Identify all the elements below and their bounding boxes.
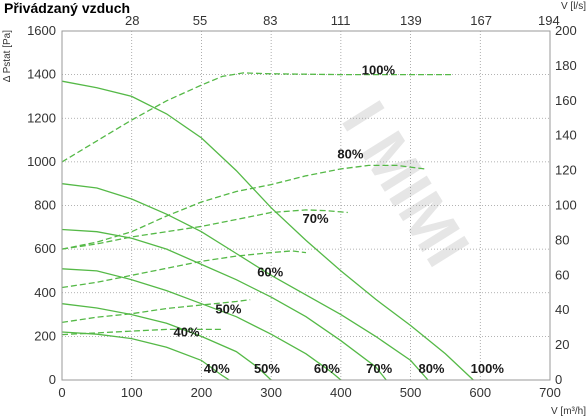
speed-label-upper: 40% xyxy=(174,324,200,339)
y-tick-label: 0 xyxy=(49,372,56,387)
x-tick-label: 600 xyxy=(469,385,491,400)
y-tick-label: 400 xyxy=(34,285,56,300)
x-tick-label: 500 xyxy=(400,385,422,400)
x-tick-label: 400 xyxy=(330,385,352,400)
y2-tick-label: 0 xyxy=(555,372,562,387)
y-tick-label: 1400 xyxy=(27,67,56,82)
x2-tick-label: 111 xyxy=(331,13,351,28)
airflow-curve-40pct xyxy=(61,328,223,336)
y-tick-label: 600 xyxy=(34,241,56,256)
airflow-curve-70pct xyxy=(61,209,348,250)
x-tick-label: 300 xyxy=(260,385,282,400)
x2-tick-label: 139 xyxy=(400,13,422,28)
x2-axis-label: V [l/s] xyxy=(561,1,586,12)
y2-tick-label: 140 xyxy=(555,128,577,143)
y-tick-label: 200 xyxy=(34,328,56,343)
y2-tick-label: 120 xyxy=(555,163,577,178)
pressure-curve-100pct xyxy=(61,80,474,381)
y2-tick-label: 180 xyxy=(555,58,577,73)
x-tick-label: 0 xyxy=(58,385,65,400)
y2-tick-label: 100 xyxy=(555,198,577,213)
curve-labels: 100% 80% 70% 60% 50% 40% 40% 50% 60% 70% 80% 100% xyxy=(174,63,505,376)
airflow-curve-80pct xyxy=(61,164,425,250)
y2-tick-label: 80 xyxy=(555,232,569,247)
y-tick-label: 1600 xyxy=(27,23,56,38)
x2-tick-label: 55 xyxy=(193,13,207,28)
plot-frame xyxy=(61,30,551,381)
speed-label-bottom: 60% xyxy=(314,361,340,376)
curves xyxy=(61,72,474,381)
y2-tick-label: 60 xyxy=(555,267,569,282)
watermark-text: I MIMI xyxy=(328,89,483,278)
airflow-curve-100pct xyxy=(61,72,453,163)
pressure-curve-60pct xyxy=(61,268,342,381)
x2-tick-label: 167 xyxy=(470,13,492,28)
y-tick-label: 1000 xyxy=(27,154,56,169)
speed-label-upper: 60% xyxy=(257,264,283,279)
y2-tick-label: 40 xyxy=(555,302,569,317)
speed-label-upper: 50% xyxy=(215,301,241,316)
x-tick-label: 100 xyxy=(121,385,143,400)
speed-label-bottom: 50% xyxy=(254,361,280,376)
y2-tick-label: 20 xyxy=(555,337,569,352)
y2-tick-label: 200 xyxy=(555,23,577,38)
speed-label-upper: 80% xyxy=(337,147,363,162)
speed-label-upper: 100% xyxy=(362,63,396,78)
airflow-curve-60pct xyxy=(61,250,307,289)
pressure-curve-40pct xyxy=(61,331,230,381)
y-tick-label: 800 xyxy=(34,198,56,213)
grid xyxy=(62,31,550,380)
y-axis-label: Δ Pstat [Pa] xyxy=(2,30,13,82)
y2-tick-label: 160 xyxy=(555,93,577,108)
speed-label-bottom: 80% xyxy=(418,361,444,376)
x-tick-label: 700 xyxy=(539,385,561,400)
speed-label-upper: 70% xyxy=(303,211,329,226)
x-tick-label: 200 xyxy=(191,385,213,400)
tick-labels: 0 100 200 300 400 500 600 700020040060080010001… xyxy=(27,13,577,400)
airflow-curve-50pct xyxy=(61,299,251,324)
pressure-curve-70pct xyxy=(61,228,387,381)
x2-tick-label: 194 xyxy=(538,13,560,28)
x2-tick-label: 83 xyxy=(263,13,277,28)
chart-title: Přivádzaný vzduch xyxy=(4,0,130,16)
y-tick-label: 1200 xyxy=(27,110,56,125)
speed-label-bottom: 100% xyxy=(471,361,505,376)
speed-label-bottom: 40% xyxy=(204,361,230,376)
speed-label-bottom: 70% xyxy=(366,361,392,376)
x2-tick-label: 28 xyxy=(125,13,139,28)
x-axis-label: V [m³/h] xyxy=(551,406,586,417)
pressure-curve-80pct xyxy=(61,183,429,381)
